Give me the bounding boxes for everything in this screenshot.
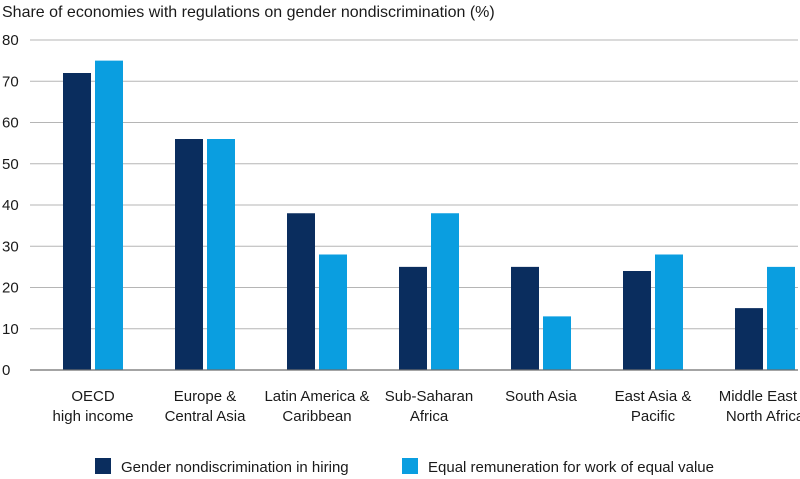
category-label: Latin America & Caribbean <box>264 388 369 425</box>
y-axis-ticks: 0 10 20 30 40 50 60 70 80 <box>2 32 19 379</box>
category-label: Europe & Central Asia <box>165 388 247 425</box>
bars <box>63 60 795 370</box>
bar-remuneration <box>767 266 795 370</box>
y-tick-label: 20 <box>2 280 19 297</box>
category-label-line: Middle East & <box>719 388 800 405</box>
category-label-line: North Africa <box>726 408 800 425</box>
bar-hiring <box>623 271 651 370</box>
category-label: East Asia & Pacific <box>615 388 692 425</box>
category-label-line: Central Asia <box>165 408 247 425</box>
chart-title: Share of economies with regulations on g… <box>2 4 495 21</box>
category-label-line: Europe & <box>174 388 237 405</box>
bar-remuneration <box>543 316 571 370</box>
y-tick-label: 50 <box>2 156 19 173</box>
legend-item: Gender nondiscrimination in hiring <box>95 458 349 476</box>
y-tick-label: 10 <box>2 321 19 338</box>
category-label-line: Africa <box>410 408 449 425</box>
category-label: OECD high income <box>53 388 134 425</box>
bar-remuneration <box>431 213 459 370</box>
gridlines <box>30 39 798 330</box>
y-tick-label: 60 <box>2 115 19 132</box>
y-tick-label: 70 <box>2 73 19 90</box>
bar-hiring <box>287 213 315 370</box>
bar-hiring <box>175 139 203 370</box>
bar-remuneration <box>95 60 123 370</box>
y-tick-label: 0 <box>2 362 10 379</box>
category-label-line: South Asia <box>505 388 577 405</box>
legend-label: Equal remuneration for work of equal val… <box>428 459 714 476</box>
category-label: South Asia <box>505 388 577 405</box>
bar-hiring <box>63 73 91 370</box>
category-label-line: high income <box>53 408 134 425</box>
category-label: Sub-Saharan Africa <box>385 388 473 425</box>
legend-swatch <box>95 458 111 474</box>
y-tick-label: 30 <box>2 238 19 255</box>
legend-swatch <box>402 458 418 474</box>
category-label-line: East Asia & <box>615 388 692 405</box>
category-label-line: Latin America & <box>264 388 369 405</box>
category-label-line: Pacific <box>631 408 676 425</box>
y-tick-label: 80 <box>2 32 19 49</box>
bar-hiring <box>511 266 539 370</box>
bar-hiring <box>735 308 763 370</box>
category-label: Middle East & North Africa <box>719 388 800 425</box>
category-labels: OECD high income Europe & Central Asia Latin… <box>53 388 800 425</box>
bar-remuneration <box>319 254 347 370</box>
legend-label: Gender nondiscrimination in hiring <box>121 459 349 476</box>
category-label-line: OECD <box>71 388 115 405</box>
category-label-line: Sub-Saharan <box>385 388 473 405</box>
bar-remuneration <box>655 254 683 370</box>
legend-item: Equal remuneration for work of equal val… <box>402 458 714 476</box>
bar-hiring <box>399 266 427 370</box>
category-label-line: Caribbean <box>282 408 351 425</box>
y-tick-label: 40 <box>2 197 19 214</box>
bar-remuneration <box>207 139 235 370</box>
legend: Gender nondiscrimination in hiring Equal … <box>95 458 714 476</box>
